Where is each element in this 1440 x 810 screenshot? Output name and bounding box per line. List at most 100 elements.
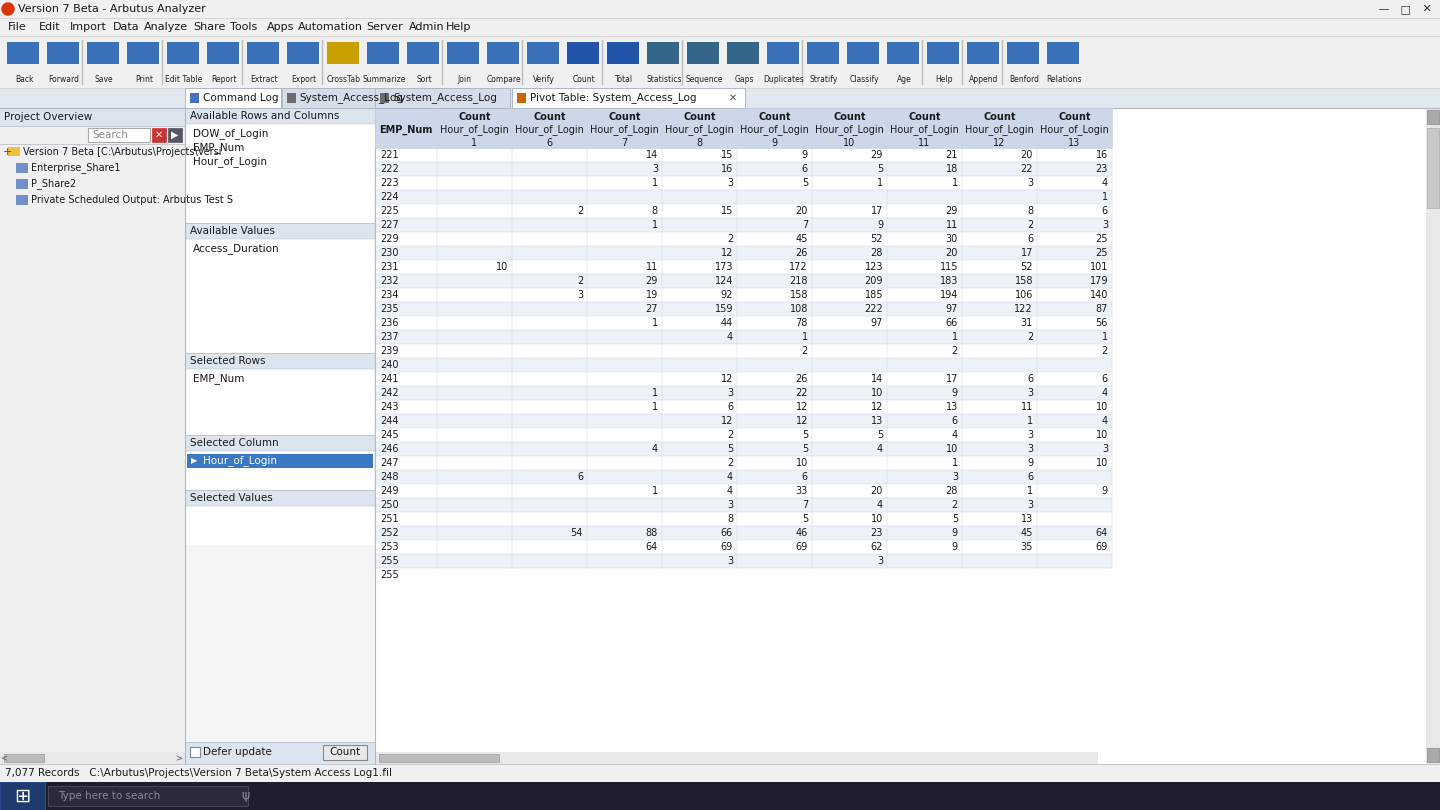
Text: Report: Report [212,75,236,84]
Bar [374,442,1112,456]
Bar [0,108,184,126]
Text: Import: Import [69,22,107,32]
Text: ✕: ✕ [1418,4,1436,14]
Bar [281,88,416,108]
Text: 6: 6 [952,416,958,426]
Bar [48,786,248,806]
Text: 241: 241 [380,374,399,384]
Text: 25: 25 [1096,234,1107,244]
Circle shape [1,3,14,15]
Bar [374,190,1112,204]
Text: 2: 2 [1027,332,1032,342]
Bar [374,274,1112,288]
Bar [190,93,199,103]
Text: Tools: Tools [230,22,258,32]
Bar [184,353,374,369]
Bar [647,42,680,64]
Bar [48,42,79,64]
Bar [374,358,1112,372]
Text: 31: 31 [1021,318,1032,328]
Text: 158: 158 [1015,276,1032,286]
Text: 227: 227 [380,220,399,230]
Bar [374,316,1112,330]
Text: ▶: ▶ [192,457,197,466]
Text: 26: 26 [796,374,808,384]
Text: 236: 236 [380,318,399,328]
Text: Count: Count [533,112,566,122]
Text: Forward: Forward [49,75,79,84]
Text: >: > [176,753,181,762]
Bar [374,176,1112,190]
Text: CrossTab: CrossTab [327,75,361,84]
Text: 10: 10 [1096,458,1107,468]
Bar [374,512,1112,526]
Text: 3: 3 [727,500,733,510]
Bar [0,88,1440,108]
Bar [687,42,719,64]
Bar [88,128,150,142]
Text: 12: 12 [796,416,808,426]
Text: 185: 185 [864,290,883,300]
Bar [9,147,20,156]
Text: 22: 22 [1021,164,1032,174]
Bar [374,428,1112,442]
Text: 10: 10 [495,262,508,272]
Text: 5: 5 [877,164,883,174]
Text: 9: 9 [952,528,958,538]
Text: 12: 12 [720,248,733,258]
Text: 173: 173 [714,262,733,272]
Text: 4: 4 [727,332,733,342]
Bar [374,372,1112,386]
Bar [374,162,1112,176]
Bar [374,456,1112,470]
Text: 9: 9 [877,220,883,230]
Text: 5: 5 [727,444,733,454]
Text: 19: 19 [645,290,658,300]
Bar [374,526,1112,540]
Text: 235: 235 [380,304,399,314]
Text: 7: 7 [622,139,628,148]
Text: 122: 122 [1014,304,1032,314]
Text: Edit: Edit [39,22,60,32]
Text: Count: Count [909,112,940,122]
Text: Hour_of_Login: Hour_of_Login [516,125,585,135]
Bar [187,454,373,468]
Text: 9: 9 [952,542,958,552]
Text: 1: 1 [652,402,658,412]
Text: Hour_of_Login: Hour_of_Login [965,125,1034,135]
Text: Apps: Apps [266,22,294,32]
Bar [968,42,999,64]
Text: 2: 2 [1102,346,1107,356]
Text: 46: 46 [796,528,808,538]
Text: 87: 87 [1096,304,1107,314]
Text: Hour_of_Login: Hour_of_Login [740,125,809,135]
Text: Export: Export [291,75,317,84]
Bar [737,108,812,148]
Bar [184,108,374,124]
Text: 2: 2 [727,430,733,440]
Text: 101: 101 [1090,262,1107,272]
Text: Type here to search: Type here to search [58,791,160,801]
Bar [927,42,959,64]
Bar [86,42,120,64]
Text: Hour_of_Login: Hour_of_Login [890,125,959,135]
Bar [16,163,27,173]
Text: 6: 6 [802,472,808,482]
Text: 69: 69 [721,542,733,552]
Bar [248,42,279,64]
Bar [0,36,1440,88]
Bar [16,195,27,205]
Text: Hour_of_Login: Hour_of_Login [815,125,884,135]
Text: 12: 12 [994,139,1005,148]
Text: 249: 249 [380,486,399,496]
Bar [962,108,1037,148]
Text: Version 7 Beta - Arbutus Analyzer: Version 7 Beta - Arbutus Analyzer [17,4,206,14]
Text: 3: 3 [1027,388,1032,398]
Text: Count: Count [759,112,791,122]
Text: 4: 4 [727,486,733,496]
Text: 10: 10 [871,388,883,398]
Text: 66: 66 [721,528,733,538]
Text: 6: 6 [1102,374,1107,384]
Text: ⊞: ⊞ [14,787,30,805]
Bar [847,42,878,64]
